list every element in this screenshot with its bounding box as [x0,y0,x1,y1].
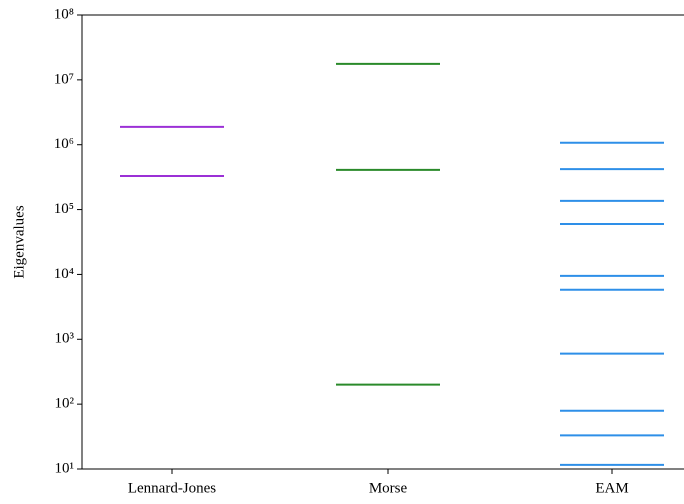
y-tick-label: 10³ [55,331,75,347]
y-tick-label: 10⁵ [54,201,74,217]
y-tick-label: 10⁷ [54,71,74,87]
y-tick-label: 10⁸ [54,6,74,22]
y-tick-label: 10¹ [55,460,75,476]
y-axis-label: Eigenvalues [11,205,27,278]
y-tick-label: 10⁶ [54,136,74,152]
y-tick-label: 10² [55,396,75,412]
y-tick-label: 10⁴ [54,266,74,282]
x-tick-label: EAM [595,480,628,496]
x-tick-label: Lennard-Jones [128,480,216,496]
x-tick-label: Morse [369,480,408,496]
